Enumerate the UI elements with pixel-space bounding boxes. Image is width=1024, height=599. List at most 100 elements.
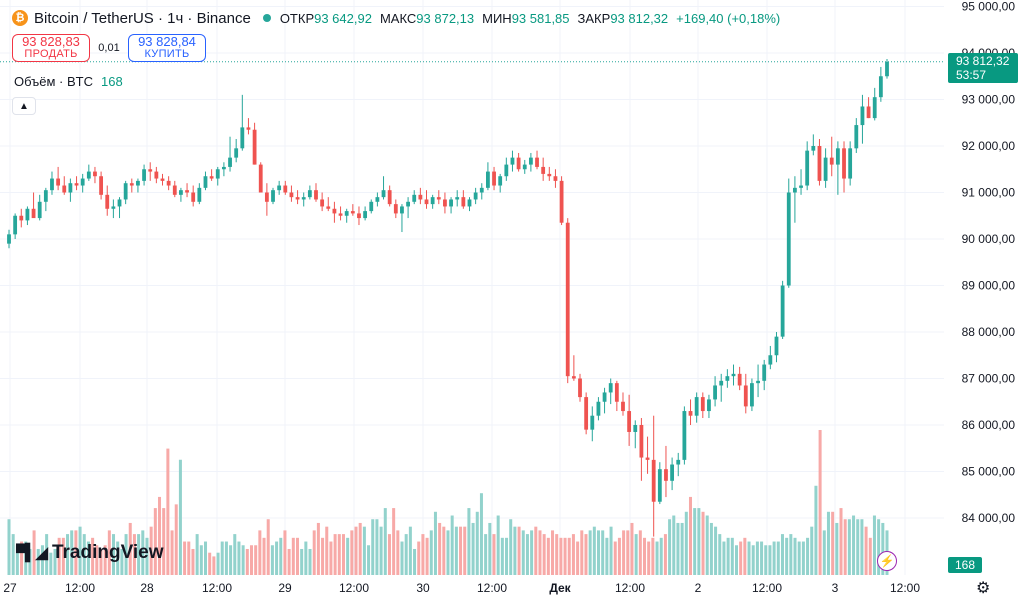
volume-bar — [551, 530, 555, 575]
volume-bar — [663, 534, 667, 575]
candle-body — [430, 197, 435, 205]
volume-legend-label: Объём · BTC — [14, 74, 93, 89]
volume-bar — [429, 530, 433, 575]
volume-bar — [7, 519, 11, 575]
tradingview-logo-text: TradingView — [51, 542, 164, 563]
candle-body — [400, 206, 404, 214]
volume-bar — [178, 459, 182, 575]
settings-gear-icon[interactable]: ⚙ — [976, 580, 991, 597]
volume-bar — [237, 541, 241, 575]
candle-body — [486, 171, 490, 188]
volume-bar — [839, 508, 843, 575]
volume-bar — [659, 537, 663, 575]
volume-bar — [245, 548, 249, 575]
candle-body — [338, 213, 343, 216]
candle-body — [792, 187, 797, 193]
trade-buttons: 93 828,83 ПРОДАТЬ 0,01 93 828,84 КУПИТЬ — [12, 34, 206, 62]
candle-body — [160, 178, 165, 181]
volume-bar — [785, 537, 789, 575]
volume-bar — [818, 430, 822, 575]
candle-body — [252, 129, 257, 165]
volume-bar — [86, 541, 90, 575]
buy-button[interactable]: 93 828,84 КУПИТЬ — [128, 34, 206, 62]
candle-body — [608, 383, 613, 393]
candle-body — [68, 183, 73, 193]
candle-body — [535, 157, 539, 167]
volume-bar — [350, 530, 354, 575]
volume-bar — [517, 526, 521, 575]
symbol-title[interactable]: Bitcoin / TetherUS · 1ч · Binance — [34, 9, 251, 27]
candle-body — [504, 164, 509, 177]
volume-bar — [651, 537, 655, 575]
candle-body — [209, 176, 214, 179]
volume-bar — [580, 530, 584, 575]
volume-bar — [626, 530, 630, 575]
sell-button[interactable]: 93 828,83 ПРОДАТЬ — [12, 34, 90, 62]
candle-body — [25, 208, 30, 221]
candle-body — [13, 215, 18, 235]
candle-body — [829, 157, 834, 165]
volume-bar — [300, 548, 304, 575]
time-tick-label: 29 — [278, 581, 292, 595]
volume-bar — [404, 534, 408, 575]
volume-bar — [622, 530, 626, 575]
price-tick-label: 85 000,00 — [962, 465, 1016, 479]
candle-body — [172, 185, 177, 195]
volume-bar — [722, 541, 726, 575]
candle-body — [148, 169, 153, 172]
candle-body — [31, 208, 36, 219]
low-value: 93 581,85 — [511, 10, 570, 26]
high-value: 93 872,13 — [416, 10, 475, 26]
candle-body — [436, 197, 441, 200]
volume-bar — [488, 522, 492, 575]
candle-body — [344, 211, 349, 216]
volume-bar — [688, 496, 693, 575]
volume-bar — [847, 519, 851, 575]
lightning-icon[interactable]: ⚡ — [877, 551, 897, 571]
volume-bar — [868, 537, 872, 575]
volume-bar — [358, 522, 362, 575]
volume-bar — [693, 508, 697, 575]
volume-bar — [53, 548, 57, 575]
candle-body — [645, 457, 650, 460]
volume-bar — [400, 541, 404, 575]
candle-body — [56, 178, 61, 186]
buy-label: КУПИТЬ — [144, 48, 190, 60]
low-label: МИН — [482, 10, 512, 26]
candle-body — [424, 199, 429, 205]
volume-bar — [99, 548, 103, 575]
candle-body — [154, 171, 159, 179]
candle-body — [627, 411, 632, 432]
volume-bar — [195, 534, 199, 575]
volume-bar — [417, 541, 421, 575]
volume-bar — [162, 508, 166, 575]
collapse-legend-button[interactable]: ▲ — [12, 97, 36, 115]
tradingview-logo[interactable]: ▀▍◢ TradingView — [16, 542, 164, 564]
volume-bar — [258, 530, 262, 575]
volume-bar — [321, 537, 325, 575]
candle-body — [326, 206, 331, 209]
candle-body — [633, 425, 638, 432]
volume-bar — [597, 530, 601, 575]
volume-bar — [864, 526, 868, 575]
volume-bar — [316, 522, 320, 575]
volume-bar — [95, 545, 99, 575]
time-tick-label: Дек — [549, 581, 571, 595]
volume-bar — [141, 530, 145, 575]
volume-bar — [132, 534, 136, 575]
volume-bar — [701, 511, 705, 575]
volume-bar — [183, 541, 187, 575]
candle-body — [277, 185, 282, 191]
candle-body — [301, 197, 306, 200]
price-tick-label: 93 000,00 — [962, 93, 1016, 107]
candle-body — [614, 383, 619, 402]
volume-bar — [768, 545, 772, 575]
volume-bar — [797, 541, 801, 575]
volume-legend[interactable]: Объём · BTC 168 — [14, 74, 123, 89]
candle-body — [590, 415, 595, 430]
volume-bar — [697, 508, 701, 575]
candle-body — [596, 401, 601, 416]
time-tick-label: 28 — [140, 581, 154, 595]
change-value: +169,40 (+0,18%) — [676, 10, 781, 26]
